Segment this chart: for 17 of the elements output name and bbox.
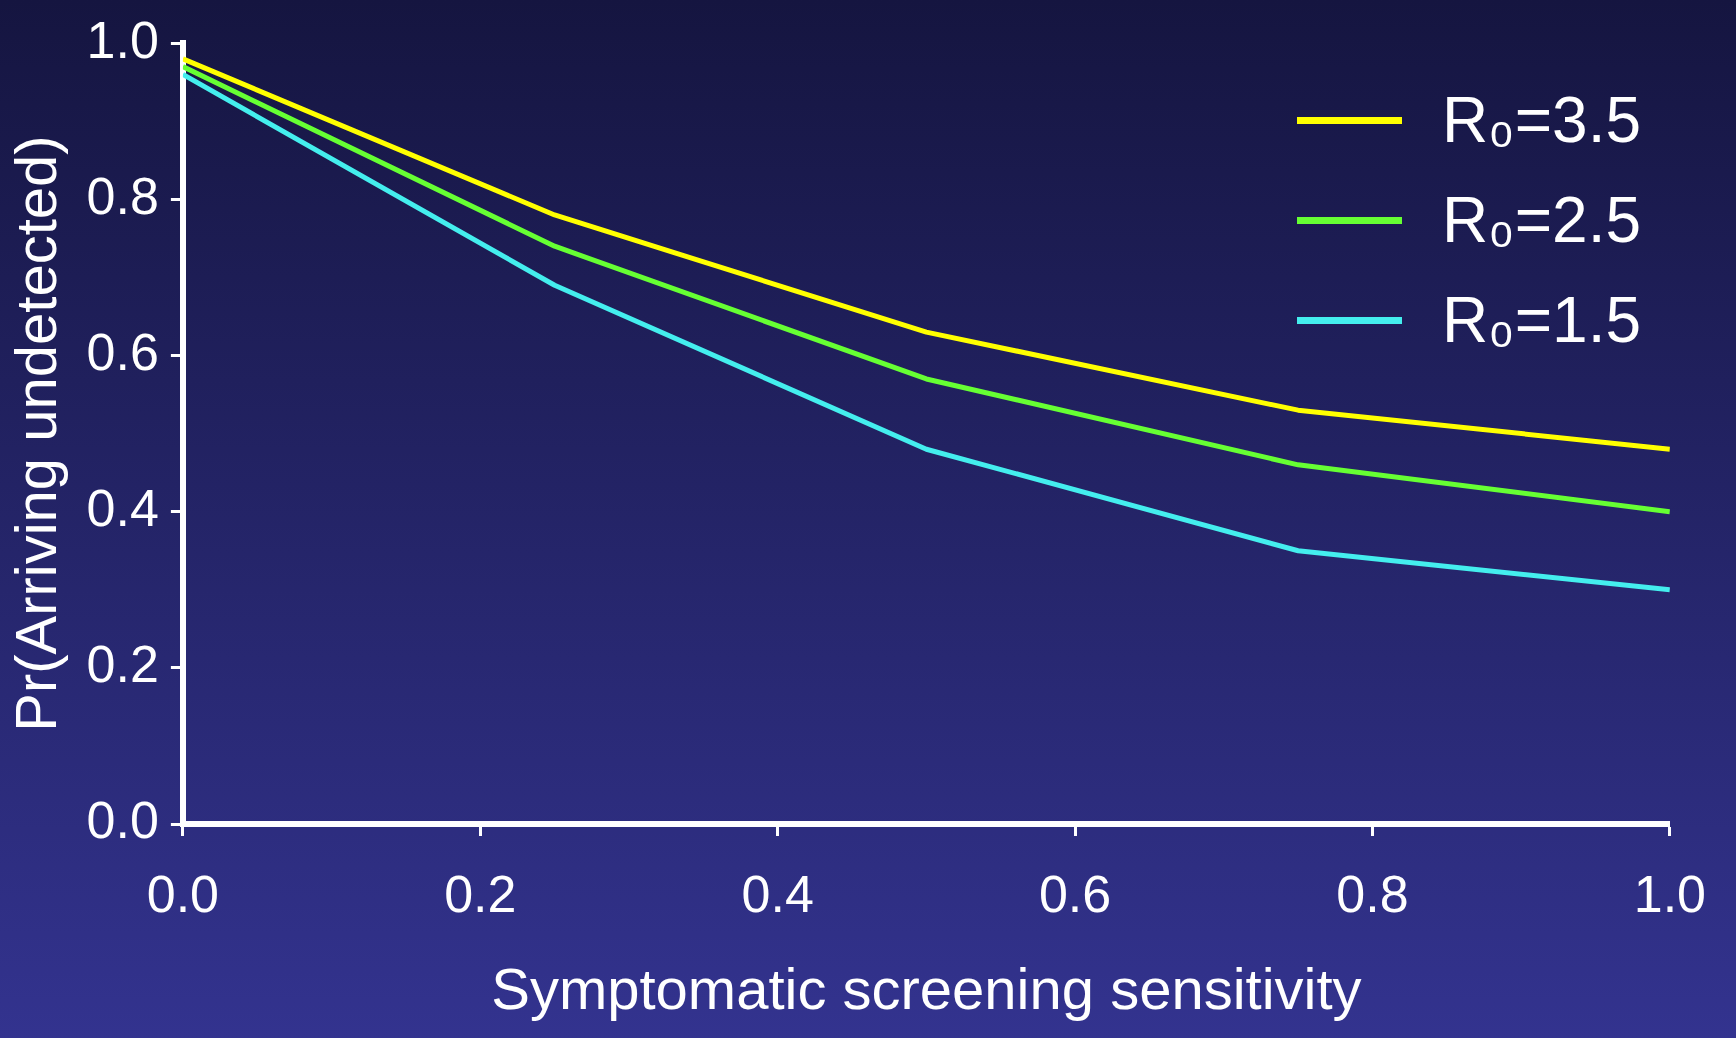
y-tick-label: 0.0 [86, 791, 159, 850]
x-tick-label: 0.6 [1038, 864, 1112, 923]
x-tick-label: 0.2 [444, 864, 517, 923]
y-tick-label: 0.8 [86, 166, 159, 225]
x-tick-label: 0.8 [1336, 864, 1409, 923]
y-tick-label: 1.0 [86, 10, 159, 69]
legend-label: R₀=1.5 [1441, 283, 1641, 357]
y-tick-label: 0.2 [86, 635, 159, 694]
x-tick-label: 0.4 [741, 864, 814, 923]
x-tick-label: 0.0 [146, 864, 220, 923]
y-tick-label: 0.4 [86, 479, 159, 538]
x-axis-title: Symptomatic screening sensitivity [491, 956, 1362, 1022]
x-tick-label: 1.0 [1633, 864, 1706, 923]
legend-label: R₀=3.5 [1441, 83, 1641, 157]
legend-label: R₀=2.5 [1441, 183, 1641, 257]
y-tick-label: 0.6 [86, 322, 159, 381]
y-axis-title: Pr(Arriving undetected) [2, 135, 68, 732]
